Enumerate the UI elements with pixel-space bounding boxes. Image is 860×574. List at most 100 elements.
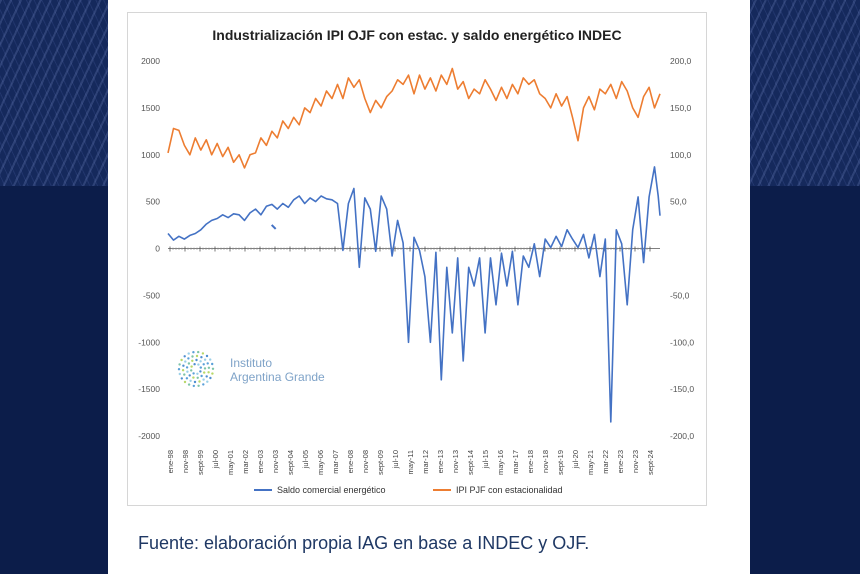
logo-dot <box>178 363 181 366</box>
x-tick-label: jul-00 <box>211 450 220 469</box>
left-axis: 2000 1500 1000 500 0 -500 -1000 -1500 -2000 <box>138 56 160 441</box>
x-tick-label: sept-19 <box>556 450 565 475</box>
logo-dot <box>193 380 197 384</box>
logo-dot <box>211 367 215 370</box>
series-group <box>167 67 661 423</box>
logo-dot <box>193 363 196 366</box>
logo-dot <box>205 354 209 358</box>
logo-dot <box>197 384 200 387</box>
x-tick-label: nov-98 <box>181 450 190 473</box>
x-tick-label: nov-03 <box>271 450 280 473</box>
chart-svg: 2000 1500 1000 500 0 -500 -1000 -1500 -2000 200,… <box>138 56 694 495</box>
series-line-saldo <box>167 166 661 423</box>
logo-dot <box>196 376 199 379</box>
logo-line1: Instituto <box>230 356 272 370</box>
logo-dot <box>183 380 187 384</box>
background-right-panel <box>750 186 860 574</box>
logo-dot <box>184 360 187 363</box>
logo-dot <box>197 363 200 366</box>
logo-dot <box>202 363 205 366</box>
logo-dot <box>178 372 181 376</box>
right-tick-label: -200,0 <box>670 431 694 441</box>
x-tick-label: ene-18 <box>526 450 535 473</box>
right-tick-label: 150,0 <box>670 103 692 113</box>
x-tick-label: mar-22 <box>601 450 610 474</box>
left-tick-label: 0 <box>155 244 160 254</box>
x-tick-label: may-21 <box>586 450 595 475</box>
logo-dot <box>186 370 189 373</box>
right-tick-label: -150,0 <box>670 384 694 394</box>
left-tick-label: -1000 <box>138 337 160 347</box>
background-left-panel <box>0 186 108 574</box>
x-tick-label: mar-12 <box>421 450 430 474</box>
right-tick-label: -100,0 <box>670 337 694 347</box>
logo-dot <box>191 355 194 358</box>
logo-dot <box>205 375 208 378</box>
logo-dot <box>187 357 190 360</box>
x-tick-label: mar-02 <box>241 450 250 474</box>
logo-dot <box>206 362 209 365</box>
logo-dot <box>180 358 183 362</box>
logo-dot <box>191 359 194 362</box>
legend-label-saldo: Saldo comercial energético <box>277 485 386 495</box>
logo-dot <box>187 362 191 365</box>
legend-label-ipi: IPI PJF con estacionalidad <box>456 485 563 495</box>
source-caption: Fuente: elaboración propia IAG en base a… <box>138 533 590 553</box>
logo-dot <box>198 380 201 383</box>
logo-dot <box>192 376 195 379</box>
x-tick-label: ene-13 <box>436 450 445 473</box>
logo-dot <box>192 372 195 375</box>
x-tick-label: ene-03 <box>256 450 265 473</box>
x-tick-label: ene-98 <box>166 450 175 473</box>
iag-logo: Instituto Argentina Grande <box>177 350 325 388</box>
logo-dot <box>197 350 200 354</box>
x-tick-label: may-06 <box>316 450 325 475</box>
logo-dot <box>188 374 191 377</box>
left-tick-label: 2000 <box>141 56 160 66</box>
logo-dot <box>209 358 212 361</box>
logo-dot <box>207 366 211 369</box>
x-tick-label: sept-04 <box>286 450 295 475</box>
x-tick-label: sept-24 <box>646 450 655 475</box>
logo-dot <box>209 376 212 380</box>
logo-dot <box>202 383 205 386</box>
logo-dot <box>206 380 209 383</box>
logo-dot <box>195 358 198 362</box>
logo-dot <box>199 366 202 369</box>
logo-dot <box>187 383 191 386</box>
x-tick-label: sept-99 <box>196 450 205 475</box>
left-tick-label: 1000 <box>141 150 160 160</box>
logo-dot <box>187 352 190 355</box>
right-tick-label: 100,0 <box>670 150 692 160</box>
series-fragment-mark <box>270 224 277 230</box>
x-tick-label: sept-14 <box>466 450 475 475</box>
x-tick-label: ene-08 <box>346 450 355 473</box>
left-tick-label: -500 <box>143 290 160 300</box>
logo-dot <box>192 384 195 388</box>
logo-dots-icon <box>177 350 215 388</box>
logo-dot <box>190 369 193 372</box>
logo-line2: Argentina Grande <box>230 370 325 384</box>
x-tick-label: sept-09 <box>376 450 385 475</box>
logo-dot <box>183 355 186 358</box>
right-tick-label: 200,0 <box>670 56 692 66</box>
x-tick-label: nov-18 <box>541 450 550 473</box>
logo-dot <box>211 372 214 375</box>
x-axis: ene-98 nov-98 sept-99 jul-00 may-01 mar-02 ene… <box>166 246 655 475</box>
logo-dot <box>200 356 203 359</box>
x-tick-label: nov-23 <box>631 450 640 473</box>
chart-title: Industrialización IPI OJF con estac. y s… <box>212 27 622 43</box>
logo-dot <box>201 352 205 355</box>
logo-dot <box>199 370 202 373</box>
chart-frame: Industrialización IPI OJF con estac. y s… <box>127 12 707 506</box>
x-tick-label: jul-20 <box>571 450 580 469</box>
x-tick-label: may-16 <box>496 450 505 475</box>
left-tick-label: -2000 <box>138 431 160 441</box>
x-tick-label: mar-07 <box>331 450 340 474</box>
left-tick-label: 500 <box>146 197 160 207</box>
x-tick-label: nov-13 <box>451 450 460 473</box>
logo-dot <box>199 360 202 363</box>
right-axis: 200,0 150,0 100,0 50,0 -50,0 -100,0 -150,0 -200… <box>670 56 694 441</box>
logo-dot <box>207 371 210 374</box>
logo-dot <box>202 378 205 381</box>
